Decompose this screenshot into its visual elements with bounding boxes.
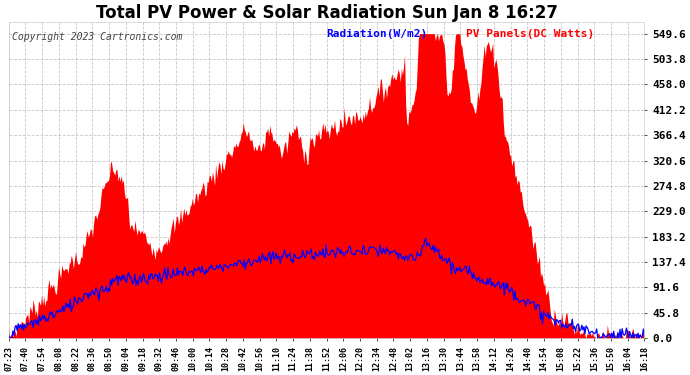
Text: PV Panels(DC Watts): PV Panels(DC Watts) (466, 28, 595, 39)
Text: Radiation(W/m2): Radiation(W/m2) (326, 28, 428, 39)
Title: Total PV Power & Solar Radiation Sun Jan 8 16:27: Total PV Power & Solar Radiation Sun Jan… (95, 4, 558, 22)
Text: Copyright 2023 Cartronics.com: Copyright 2023 Cartronics.com (12, 32, 182, 42)
